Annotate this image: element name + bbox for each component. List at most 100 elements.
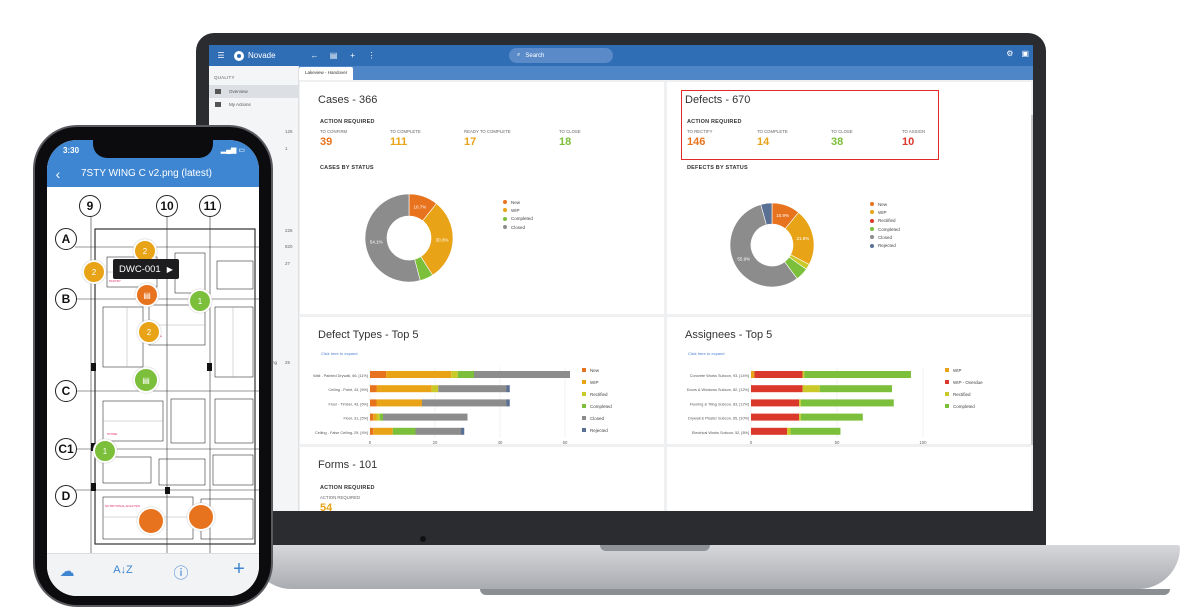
- legend-item-wip[interactable]: WIP: [503, 206, 533, 214]
- bar-segment-wip-overdue[interactable]: [751, 399, 800, 407]
- legend-item-new[interactable]: New: [582, 364, 612, 376]
- bar-segment-rectified[interactable]: [802, 385, 820, 393]
- donut-slice-rejected[interactable]: [760, 202, 773, 226]
- donut-slice-closed[interactable]: [364, 193, 421, 283]
- defects-metric-to-rectify[interactable]: TO RECTIFY 146: [687, 129, 712, 148]
- menu-icon[interactable]: ☰: [217, 51, 225, 60]
- bar-segment-new[interactable]: [370, 371, 387, 378]
- assignees-bar-chart[interactable]: 0 50 100 Concrete Works Subcon, 93, [14%] Do…: [667, 357, 937, 444]
- legend-item-wip[interactable]: WIP: [582, 376, 612, 388]
- brand-logo[interactable]: Novade: [234, 50, 276, 61]
- defect-pin[interactable]: [137, 507, 165, 535]
- bar-segment-closed[interactable]: [422, 399, 507, 407]
- bar-segment-wip-overdue[interactable]: [751, 427, 788, 435]
- back-chevron-icon[interactable]: ‹: [55, 165, 61, 182]
- forms-metric[interactable]: ACTION REQUIRED 54: [320, 495, 360, 511]
- bar-segment-completed[interactable]: [379, 413, 383, 421]
- bar-segment-wip-overdue[interactable]: [751, 385, 803, 393]
- checklist-pin[interactable]: ▤: [135, 283, 159, 307]
- bar-segment-rectified[interactable]: [451, 371, 458, 378]
- cases-metric-to-close[interactable]: TO CLOSE 18: [559, 129, 581, 148]
- bar-segment-wip[interactable]: [751, 371, 755, 378]
- user-icon[interactable]: ▣: [1021, 49, 1029, 58]
- defects-metric-to-close[interactable]: TO CLOSE 38: [831, 129, 853, 148]
- assignees-expand-link[interactable]: Click here to expand: [688, 351, 725, 356]
- defect-types-bar-chart[interactable]: 0 20 40 60 Wall - Painted Drywall, 66, [11%]…: [300, 357, 570, 444]
- bar-segment-wip[interactable]: [386, 371, 452, 378]
- legend-item-closed[interactable]: Closed: [870, 233, 900, 241]
- bar-segment-rejected[interactable]: [506, 385, 510, 393]
- defect-pin[interactable]: [187, 503, 215, 531]
- bar-segment-completed[interactable]: [790, 427, 841, 435]
- cases-metric-to-confirm[interactable]: TO CONFIRM 39: [320, 129, 347, 148]
- defects-donut-chart[interactable]: 10.9% 21.8% 55.9%: [729, 202, 815, 288]
- bar-segment-completed[interactable]: [819, 385, 893, 393]
- bar-segment-completed[interactable]: [800, 399, 894, 407]
- legend-item-completed[interactable]: Completed: [503, 215, 533, 223]
- legend-item-new[interactable]: New: [503, 198, 533, 206]
- defect-pin[interactable]: 2: [82, 260, 106, 284]
- bar-segment-completed[interactable]: [457, 371, 474, 378]
- pin-tooltip[interactable]: DWC-001 ▶: [113, 259, 179, 279]
- legend-item-closed[interactable]: Closed: [582, 412, 612, 424]
- bar-segment-rectified[interactable]: [802, 371, 805, 378]
- bar-segment-rejected[interactable]: [506, 399, 510, 407]
- gear-icon[interactable]: ⚙: [1006, 49, 1014, 58]
- search-input[interactable]: ⌕ Search: [509, 48, 613, 63]
- legend-item-new[interactable]: New: [870, 200, 900, 208]
- defect-pin[interactable]: 2: [137, 320, 161, 344]
- floor-plan-viewer[interactable]: PANTRYOFFICESTORENUTRITIONAL ANALYSIS 9 …: [47, 187, 259, 553]
- bar-segment-rectified[interactable]: [431, 385, 439, 393]
- bar-segment-wip[interactable]: [376, 385, 432, 393]
- legend-item-completed[interactable]: Completed: [945, 400, 983, 412]
- cases-donut-chart[interactable]: 10.7% 30.3% 54.1%: [364, 193, 454, 283]
- sidebar-item-my-actions[interactable]: My Actions: [209, 98, 298, 111]
- donut-slice-closed[interactable]: [729, 204, 798, 288]
- bar-segment-new[interactable]: [370, 413, 374, 421]
- more-vertical-icon[interactable]: ⋮: [367, 51, 376, 60]
- bar-segment-closed[interactable]: [383, 413, 468, 421]
- bar-segment-rejected[interactable]: [461, 427, 465, 435]
- tab-lakeview-handover[interactable]: Lakeview - Handover: [299, 67, 354, 80]
- legend-item-completed[interactable]: Completed: [870, 225, 900, 233]
- cases-metric-to-complete[interactable]: TO COMPLETE 111: [390, 129, 421, 148]
- bar-segment-new[interactable]: [370, 427, 374, 435]
- checklist-pin[interactable]: ▤: [133, 367, 159, 393]
- legend-item-wip[interactable]: WIP: [945, 364, 983, 376]
- bar-segment-completed[interactable]: [392, 427, 416, 435]
- legend-item-rectified[interactable]: Rectified: [582, 388, 612, 400]
- defect-pin[interactable]: 1: [188, 289, 212, 313]
- bar-segment-wip-overdue[interactable]: [751, 413, 800, 421]
- bar-segment-new[interactable]: [370, 385, 377, 393]
- cases-metric-ready-to-complete[interactable]: READY TO COMPLETE 17: [464, 129, 511, 148]
- legend-item-completed[interactable]: Completed: [582, 400, 612, 412]
- bar-segment-rectified[interactable]: [787, 427, 791, 435]
- bar-segment-wip[interactable]: [373, 413, 377, 421]
- bar-segment-wip[interactable]: [373, 427, 393, 435]
- add-icon[interactable]: +: [350, 51, 355, 60]
- bar-segment-completed[interactable]: [800, 413, 863, 421]
- bar-segment-rectified[interactable]: [376, 413, 380, 421]
- bar-segment-new[interactable]: [370, 399, 377, 407]
- add-icon[interactable]: +: [233, 558, 245, 580]
- bar-segment-completed[interactable]: [804, 371, 911, 378]
- info-icon[interactable]: ⓘ: [173, 565, 189, 582]
- legend-item-rectified[interactable]: Rectified: [870, 217, 900, 225]
- bar-segment-closed[interactable]: [474, 371, 570, 378]
- cloud-download-icon[interactable]: ☁: [59, 563, 75, 580]
- database-icon[interactable]: ▤: [329, 51, 338, 60]
- defect-types-expand-link[interactable]: Click here to expand: [321, 351, 358, 356]
- legend-item-rejected[interactable]: Rejected: [582, 424, 612, 436]
- defects-metric-to-complete[interactable]: TO COMPLETE 14: [757, 129, 788, 148]
- bar-segment-wip-overdue[interactable]: [754, 371, 803, 378]
- defect-pin[interactable]: 1: [93, 439, 117, 463]
- scrollbar[interactable]: [1031, 115, 1033, 445]
- back-arrow-icon[interactable]: ←: [310, 51, 319, 60]
- sort-az-icon[interactable]: A↓Z: [113, 564, 133, 576]
- legend-item-wip-overdue[interactable]: WIP - Overdue: [945, 376, 983, 388]
- legend-item-rectified[interactable]: Rectified: [945, 388, 983, 400]
- legend-item-rejected[interactable]: Rejected: [870, 241, 900, 249]
- donut-slice-wip[interactable]: [420, 203, 454, 276]
- legend-item-closed[interactable]: Closed: [503, 223, 533, 231]
- defects-metric-to-assign[interactable]: TO ASSIGN 10: [902, 129, 925, 148]
